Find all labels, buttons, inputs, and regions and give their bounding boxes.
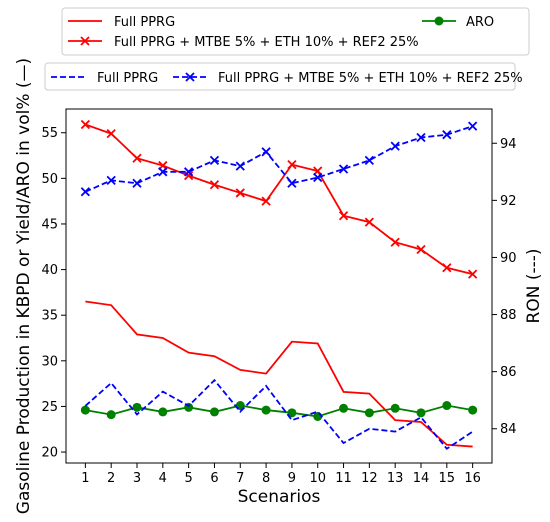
- series-1-point-14: [442, 263, 452, 273]
- series-2-point-10: [339, 403, 349, 413]
- x-tick-label: 14: [413, 471, 430, 486]
- x-axis-title: Scenarios: [238, 487, 321, 507]
- series-1-point-11: [364, 217, 375, 227]
- series-4-point-9: [313, 172, 323, 183]
- series-2-point-14: [442, 401, 452, 411]
- legend-label-blend-red: Full PPRG + MTBE 5% + ETH 10% + REF2 25%: [114, 35, 419, 50]
- x-tick-label: 5: [184, 471, 192, 486]
- series-1-point-0: [80, 119, 90, 130]
- series-4-point-6: [235, 161, 245, 171]
- y-left-tick-label: 25: [41, 400, 58, 415]
- y-axis-left-title: Gasoline Production in KBPD or Yield/ARO…: [14, 58, 34, 514]
- x-axis-ticks: 1 2 3 4 5 6 7 8 9 10 11 12 13 14 15 16: [81, 463, 481, 486]
- series-1-point-15: [467, 269, 478, 279]
- y-right-tick-label: 94: [500, 137, 517, 152]
- legend-label-full-pprg-red: Full PPRG: [114, 15, 175, 30]
- series-1-point-5: [209, 180, 220, 190]
- series-2-point-8: [287, 408, 297, 418]
- series-line-1: [85, 123, 473, 276]
- y-left-tick-label: 55: [41, 126, 58, 141]
- x-tick-label: 4: [159, 471, 167, 486]
- series-2-point-2: [132, 402, 142, 412]
- legend-blue: Full PPRG Full PPRG + MTBE 5% + ETH 10% …: [44, 62, 523, 91]
- legend-marker-blend-blue: [185, 72, 195, 82]
- series-1-point-1: [106, 128, 116, 139]
- series-4-point-12: [390, 141, 400, 151]
- x-tick-label: 7: [236, 471, 244, 486]
- series-4-point-0: [80, 187, 90, 197]
- x-tick-label: 1: [81, 471, 89, 486]
- series-4-point-13: [416, 132, 426, 143]
- series-2-point-12: [390, 403, 400, 413]
- legend-marker-blend-red: [80, 36, 90, 46]
- series-line-0: [85, 300, 473, 448]
- y-right-tick-label: 84: [500, 422, 517, 437]
- right-axis-ticks: 84 86 88 90 92 94: [492, 137, 517, 437]
- x-tick-label: 9: [288, 471, 296, 486]
- series-4-point-10: [338, 164, 349, 174]
- series-2-point-11: [364, 408, 374, 418]
- series-1-point-12: [390, 237, 400, 247]
- legend-marker-aro: [434, 16, 444, 26]
- series-4-point-2: [132, 178, 142, 188]
- series-2-point-3: [158, 407, 168, 417]
- left-axis-ticks: 20 25 30 35 40 45 50 55: [41, 126, 66, 461]
- series-4-point-7: [261, 147, 271, 157]
- y-right-tick-label: 92: [500, 194, 517, 209]
- legend-top: Full PPRG Full PPRG + MTBE 5% + ETH 10% …: [61, 7, 530, 56]
- series-2-point-7: [261, 405, 271, 415]
- y-left-tick-label: 45: [41, 217, 58, 232]
- series-4-point-15: [467, 121, 478, 131]
- x-tick-label: 11: [335, 471, 352, 486]
- series-4-point-11: [364, 155, 375, 166]
- x-tick-label: 16: [464, 471, 481, 486]
- series-4-point-3: [158, 167, 168, 177]
- x-tick-label: 12: [361, 471, 378, 486]
- series-2-point-1: [106, 410, 116, 420]
- x-tick-label: 6: [210, 471, 218, 486]
- series-1-point-13: [416, 244, 426, 255]
- x-tick-label: 3: [133, 471, 141, 486]
- y-left-tick-label: 20: [41, 446, 58, 461]
- y-right-tick-label: 86: [500, 365, 517, 380]
- series-2-point-5: [209, 407, 219, 417]
- series-2-point-13: [416, 408, 426, 418]
- series-line-3: [84, 378, 474, 450]
- series-4-point-8: [287, 178, 297, 188]
- x-tick-label: 8: [262, 471, 270, 486]
- series-4-point-4: [183, 167, 194, 177]
- series-4-point-5: [209, 155, 220, 166]
- y-left-tick-label: 35: [41, 309, 58, 324]
- series-2-point-0: [80, 405, 90, 415]
- y-axis-right-title: RON (---): [524, 249, 544, 324]
- plot-area: [65, 108, 493, 464]
- y-left-tick-label: 50: [41, 172, 58, 187]
- y-right-tick-label: 88: [500, 308, 517, 323]
- y-left-tick-label: 30: [41, 354, 58, 369]
- series-line-4: [84, 125, 473, 193]
- x-tick-label: 2: [107, 471, 115, 486]
- x-tick-label: 10: [309, 471, 326, 486]
- series-layer: [80, 119, 478, 450]
- series-1-point-2: [132, 153, 142, 163]
- series-2-point-15: [468, 405, 478, 415]
- series-4-point-1: [106, 175, 116, 186]
- series-1-point-10: [338, 211, 349, 221]
- y-right-tick-label: 90: [500, 251, 517, 266]
- legend-label-blend-blue: Full PPRG + MTBE 5% + ETH 10% + REF2 25%: [218, 71, 523, 86]
- series-1-point-8: [287, 160, 297, 170]
- series-4-point-14: [442, 130, 452, 140]
- legend-label-full-pprg-blue: Full PPRG: [97, 71, 158, 86]
- series-1-point-6: [235, 188, 245, 198]
- x-tick-label: 15: [439, 471, 456, 486]
- series-line-2: [85, 404, 473, 418]
- series-1-point-7: [261, 196, 271, 206]
- legend-label-aro: ARO: [466, 15, 494, 30]
- series-1-point-4: [183, 170, 194, 181]
- x-tick-label: 13: [387, 471, 404, 486]
- y-left-tick-label: 40: [41, 263, 58, 278]
